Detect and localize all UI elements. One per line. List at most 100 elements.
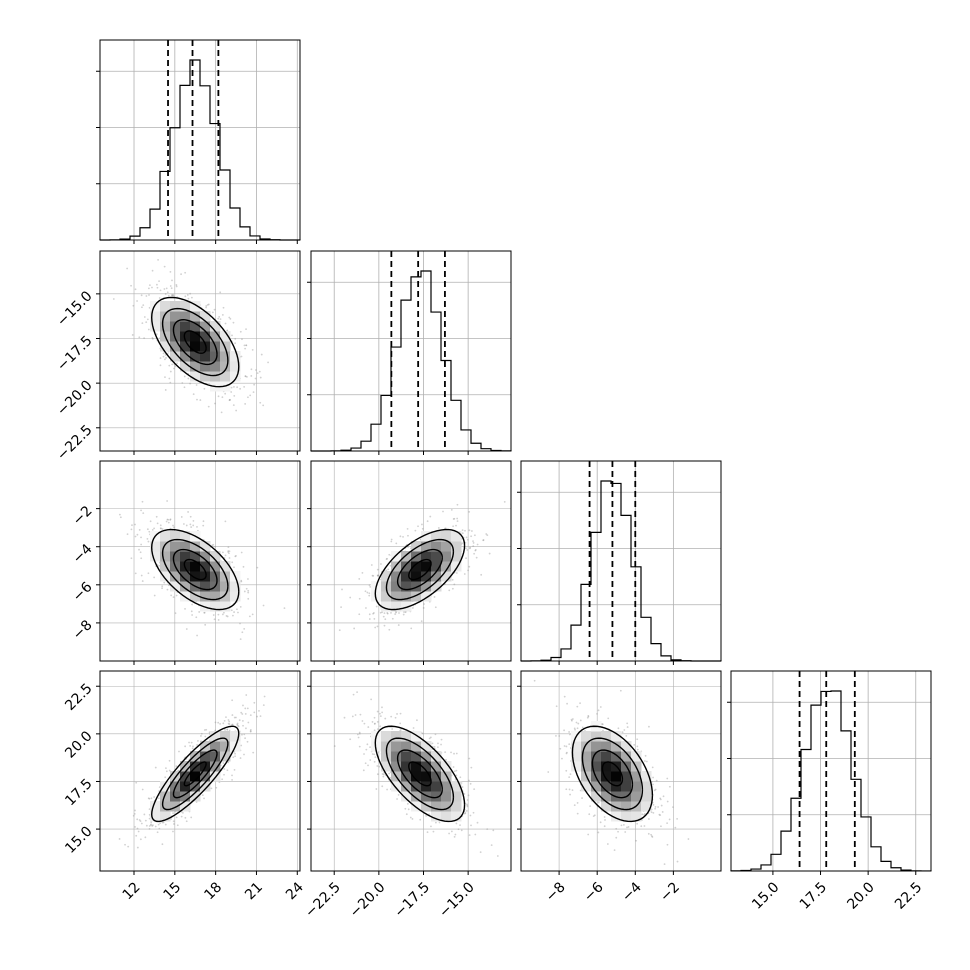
scatter-point: [652, 783, 654, 786]
scatter-point: [175, 765, 178, 768]
scatter-point: [169, 270, 172, 273]
density-cell: [411, 791, 422, 802]
scatter-point: [169, 381, 172, 384]
y-tick-label: −17.5: [54, 333, 96, 375]
scatter-point: [387, 568, 390, 571]
scatter-point: [217, 721, 220, 724]
scatter-point: [219, 291, 222, 294]
scatter-point: [139, 838, 142, 841]
scatter-point: [150, 797, 153, 800]
scatter-point: [256, 566, 259, 569]
scatter-point: [223, 768, 226, 770]
scatter-point: [450, 508, 453, 511]
scatter-point: [589, 805, 592, 808]
density-cell: [451, 561, 462, 572]
scatter-point: [247, 597, 250, 600]
scatter-point: [147, 287, 150, 290]
scatter-point: [576, 812, 579, 815]
density-cell: [190, 371, 201, 382]
scatter-point: [659, 797, 662, 800]
scatter-point: [662, 795, 665, 798]
scatter-point: [466, 804, 469, 807]
scatter-point: [386, 611, 389, 614]
scatter-point: [568, 788, 571, 791]
scatter-point: [676, 817, 679, 820]
scatter-point: [234, 555, 237, 558]
scatter-point: [203, 729, 206, 731]
density-cell: [190, 751, 201, 762]
scatter-point: [252, 391, 255, 393]
scatter-point: [143, 337, 146, 340]
scatter-point: [370, 564, 373, 566]
scatter-point: [674, 826, 677, 829]
scatter-point: [579, 719, 582, 722]
y-tick-label: 20.0: [62, 728, 95, 761]
density-cell: [180, 791, 191, 802]
scatter-point: [205, 728, 208, 731]
scatter-point: [156, 286, 159, 289]
density-cell: [200, 561, 211, 572]
scatter-point: [643, 825, 646, 827]
scatter-point: [247, 578, 249, 580]
scatter-point: [127, 845, 130, 848]
scatter-point: [463, 573, 466, 575]
panel-frame: [310, 460, 512, 662]
scatter-point: [651, 766, 654, 769]
scatter-point: [573, 804, 576, 807]
scatter-point: [358, 732, 361, 735]
scatter-point: [174, 365, 176, 368]
scatter-point: [176, 824, 179, 827]
scatter-point: [239, 622, 241, 625]
scatter-point: [219, 318, 222, 321]
scatter-point: [213, 308, 216, 311]
scatter-point: [225, 716, 227, 719]
scatter-point: [132, 814, 135, 817]
scatter-point: [236, 722, 239, 725]
scatter-point: [364, 762, 367, 765]
y-tick-label: 22.5: [62, 681, 95, 714]
scatter-point: [153, 594, 156, 597]
scatter-point: [244, 347, 247, 350]
density-cell: [220, 591, 231, 602]
scatter-point: [376, 625, 379, 628]
contour-2: [385, 737, 455, 811]
contour-2: [161, 737, 229, 811]
scatter-point: [175, 816, 178, 819]
density-cell: [431, 781, 442, 792]
scatter-point: [606, 843, 609, 845]
scatter-point: [222, 722, 225, 725]
scatter-point: [663, 863, 666, 866]
density-cell: [631, 751, 642, 762]
scatter-point: [486, 828, 489, 831]
scatter-point: [395, 611, 398, 614]
density-cell: [581, 761, 592, 772]
scatter-point: [150, 821, 153, 824]
scatter-point: [252, 751, 255, 754]
density-cell: [591, 751, 602, 762]
density-cell: [391, 751, 402, 762]
density-cell: [230, 591, 241, 602]
scatter-point: [563, 695, 566, 698]
density-cell: [601, 801, 612, 812]
scatter-point: [453, 770, 456, 773]
scatter-point: [151, 336, 154, 339]
scatter-point: [381, 711, 384, 714]
density-cell: [230, 371, 241, 382]
scatter-point: [153, 796, 156, 798]
scatter-point: [569, 733, 571, 736]
density-cell: [210, 601, 221, 612]
scatter-point: [197, 740, 199, 742]
scatter-point: [626, 826, 628, 829]
scatter-point: [465, 536, 468, 539]
scatter-point: [242, 724, 244, 727]
scatter-point: [148, 294, 150, 296]
density-cell: [170, 551, 181, 562]
scatter-point: [459, 776, 462, 779]
contour-1: [396, 749, 443, 799]
scatter-point: [217, 395, 220, 398]
scatter-point: [145, 824, 148, 827]
scatter-point: [565, 788, 568, 791]
scatter-point: [249, 730, 252, 732]
x-tick-label: 15: [161, 879, 185, 903]
scatter-point: [464, 812, 467, 814]
